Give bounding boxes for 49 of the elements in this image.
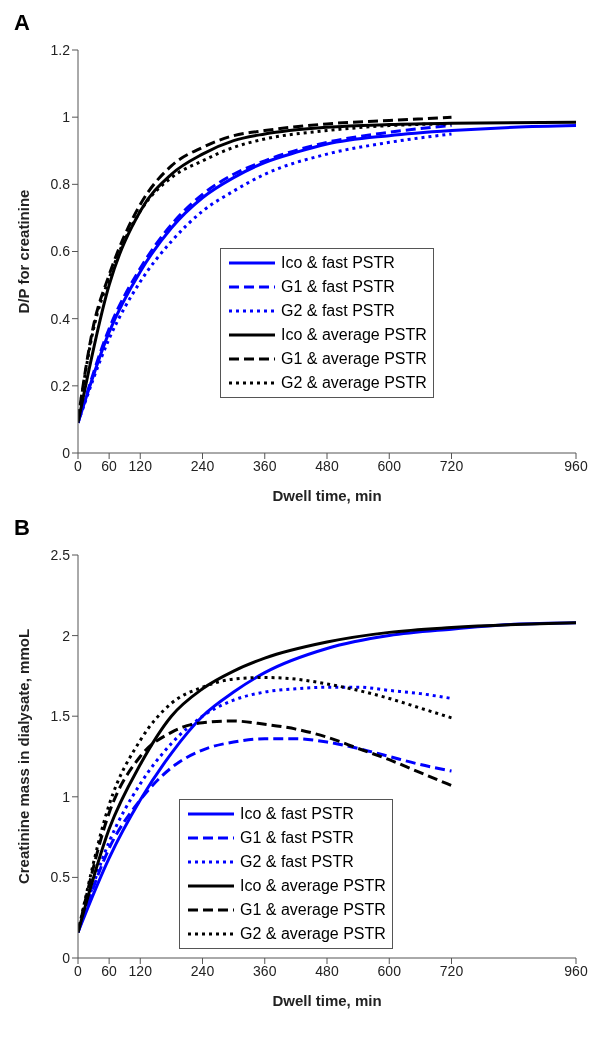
legend-label: G1 & fast PSTR <box>240 828 354 848</box>
y-tick-label: 2 <box>62 627 71 644</box>
x-tick-label: 60 <box>101 962 118 979</box>
x-axis-title: Dwell time, min <box>272 992 382 1009</box>
legend-label: G1 & average PSTR <box>281 349 427 369</box>
legend-label: G2 & fast PSTR <box>281 301 395 321</box>
x-tick-label: 120 <box>128 457 153 474</box>
x-tick-label: 960 <box>564 962 588 979</box>
legend-label: G2 & average PSTR <box>240 924 386 944</box>
legend-label: G1 & fast PSTR <box>281 277 395 297</box>
y-tick-label: 1.5 <box>50 708 71 725</box>
x-tick-label: 240 <box>190 457 215 474</box>
y-tick-label: 1 <box>62 109 71 126</box>
x-tick-label: 0 <box>74 962 83 979</box>
y-tick-label: 1.2 <box>50 41 71 58</box>
legend-label: Ico & average PSTR <box>240 876 386 896</box>
x-tick-label: 720 <box>439 962 464 979</box>
y-tick-label: 0.2 <box>50 377 71 394</box>
x-axis-title: Dwell time, min <box>272 487 382 504</box>
y-tick-label: 2.5 <box>50 546 71 563</box>
chart-title: A <box>14 10 30 36</box>
legend-label: Ico & fast PSTR <box>240 804 354 824</box>
chart-title: B <box>14 515 30 541</box>
legend-label: G2 & average PSTR <box>281 373 427 393</box>
x-tick-label: 600 <box>377 457 402 474</box>
y-tick-label: 0.6 <box>50 243 71 260</box>
y-tick-label: 0.4 <box>50 310 71 327</box>
y-tick-label: 0.8 <box>50 176 71 193</box>
y-axis-title: Creatinine mass in dialysate, mmoL <box>15 628 33 885</box>
y-axis-title: D/P for creatinine <box>15 189 33 314</box>
x-tick-label: 720 <box>439 457 464 474</box>
x-tick-label: 360 <box>253 962 277 979</box>
x-tick-label: 960 <box>564 457 588 474</box>
x-tick-label: 0 <box>74 457 83 474</box>
x-tick-label: 240 <box>190 962 215 979</box>
x-tick-label: 120 <box>128 962 153 979</box>
y-tick-label: 1 <box>62 788 71 805</box>
x-tick-label: 60 <box>101 457 118 474</box>
legend-label: G1 & average PSTR <box>240 900 386 920</box>
y-tick-label: 0 <box>62 444 71 461</box>
x-tick-label: 600 <box>377 962 402 979</box>
y-tick-label: 0.5 <box>50 869 71 886</box>
y-tick-label: 0 <box>62 949 71 966</box>
legend-label: G2 & fast PSTR <box>240 852 354 872</box>
x-tick-label: 480 <box>315 457 339 474</box>
legend-label: Ico & average PSTR <box>281 325 427 345</box>
legend-label: Ico & fast PSTR <box>281 253 395 273</box>
x-tick-label: 360 <box>253 457 277 474</box>
x-tick-label: 480 <box>315 962 339 979</box>
